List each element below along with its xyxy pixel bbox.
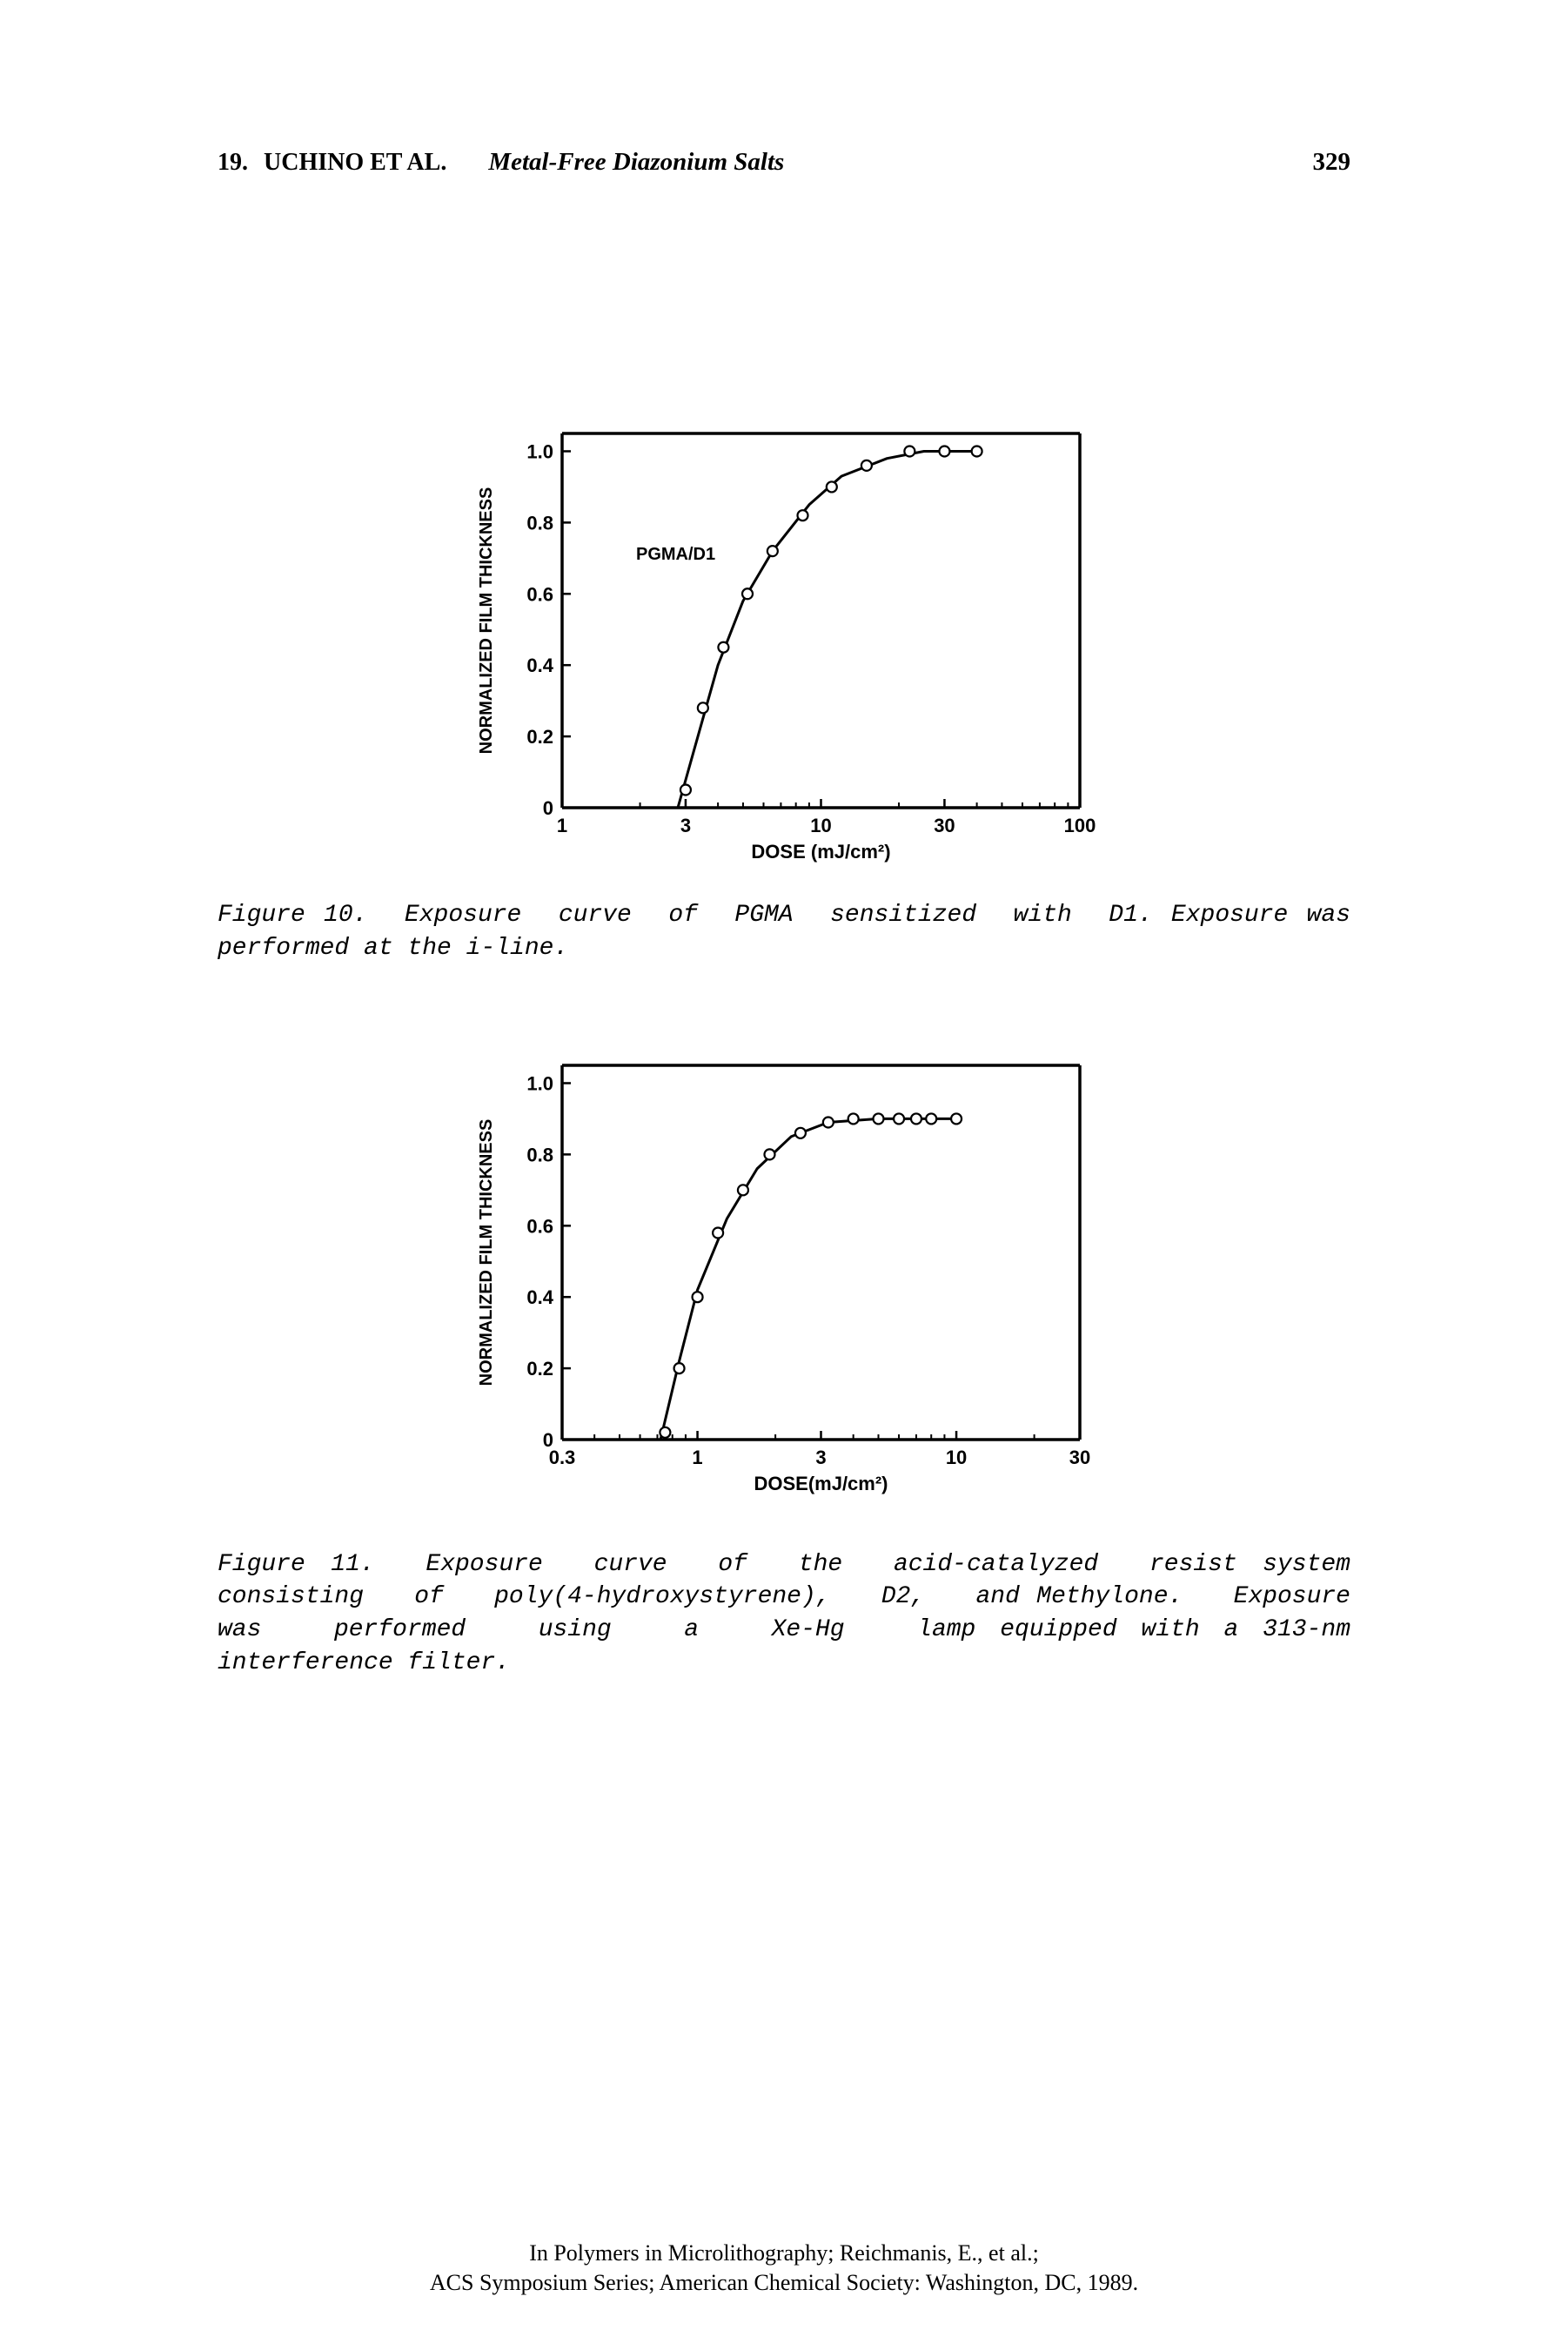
svg-text:DOSE (mJ/cm²): DOSE (mJ/cm²) xyxy=(751,841,890,863)
svg-text:3: 3 xyxy=(815,1447,826,1468)
footer-line-2: ACS Symposium Series; American Chemical … xyxy=(0,2268,1568,2298)
svg-text:10: 10 xyxy=(946,1447,967,1468)
svg-text:DOSE(mJ/cm²): DOSE(mJ/cm²) xyxy=(754,1473,888,1494)
svg-text:0.4: 0.4 xyxy=(526,655,553,676)
figure-10-caption: Figure 10. Exposure curve of PGMA sensit… xyxy=(218,899,1350,965)
chapter-title: Metal-Free Diazonium Salts xyxy=(488,148,784,177)
svg-text:30: 30 xyxy=(1069,1447,1090,1468)
svg-text:30: 30 xyxy=(934,815,955,836)
svg-text:1: 1 xyxy=(692,1447,702,1468)
svg-text:10: 10 xyxy=(810,815,831,836)
svg-text:NORMALIZED FILM THICKNESS: NORMALIZED FILM THICKNESS xyxy=(477,487,496,755)
page-header: 19. UCHINO ET AL. Metal-Free Diazonium S… xyxy=(218,148,1350,177)
svg-text:0: 0 xyxy=(543,797,553,819)
svg-text:1.0: 1.0 xyxy=(526,440,553,462)
svg-text:0.6: 0.6 xyxy=(526,583,553,605)
figure-11-chart: 0.313103000.20.40.60.81.0DOSE(mJ/cm²)NOR… xyxy=(471,1052,1097,1505)
svg-text:0.6: 0.6 xyxy=(526,1215,553,1237)
svg-text:NORMALIZED FILM THICKNESS: NORMALIZED FILM THICKNESS xyxy=(477,1118,496,1386)
svg-text:PGMA/D1: PGMA/D1 xyxy=(636,545,715,564)
svg-text:1.0: 1.0 xyxy=(526,1072,553,1094)
page-number: 329 xyxy=(1313,148,1351,177)
svg-text:0.4: 0.4 xyxy=(526,1286,553,1308)
svg-text:0.2: 0.2 xyxy=(526,726,553,748)
svg-text:0.8: 0.8 xyxy=(526,1144,553,1165)
figure-10-chart: 1 3 10 30 100 0 0.2 0.4 0.6 0.8 1.0 DOSE (mJ/cm²) NO… xyxy=(471,420,1097,873)
svg-text:0: 0 xyxy=(543,1429,553,1451)
svg-text:3: 3 xyxy=(680,815,691,836)
svg-text:0.2: 0.2 xyxy=(526,1358,553,1380)
authors: UCHINO ET AL. xyxy=(264,149,446,177)
svg-text:0.8: 0.8 xyxy=(526,512,553,534)
chapter-number: 19. xyxy=(218,149,248,177)
page: 19. UCHINO ET AL. Metal-Free Diazonium S… xyxy=(0,0,1568,2350)
header-left: 19. UCHINO ET AL. Metal-Free Diazonium S… xyxy=(218,148,784,177)
footer: In Polymers in Microlithography; Reichma… xyxy=(0,2239,1568,2298)
svg-text:1: 1 xyxy=(557,815,567,836)
figure-10-chart-block: 1 3 10 30 100 0 0.2 0.4 0.6 0.8 1.0 DOSE (mJ/cm²) NO… xyxy=(218,420,1350,873)
footer-line-1: In Polymers in Microlithography; Reichma… xyxy=(0,2239,1568,2268)
figure-11-caption: Figure 11. Exposure curve of the acid-ca… xyxy=(218,1548,1350,1680)
figure-11-chart-block: 0.313103000.20.40.60.81.0DOSE(mJ/cm²)NOR… xyxy=(218,1052,1350,1505)
svg-text:100: 100 xyxy=(1064,815,1096,836)
